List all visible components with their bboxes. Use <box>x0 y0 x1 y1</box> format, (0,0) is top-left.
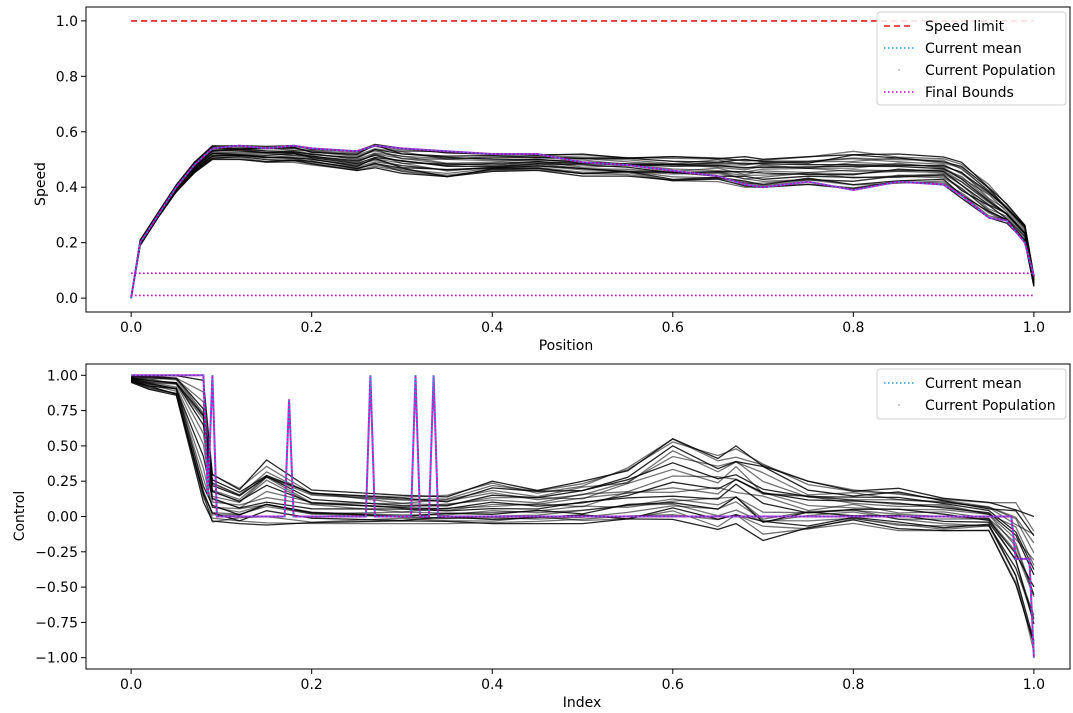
legend-label-current-mean: Current mean <box>925 376 1022 392</box>
x-tick-label: 0.2 <box>301 320 323 336</box>
population-trace <box>131 375 1035 544</box>
x-tick-label: 0.0 <box>120 320 142 336</box>
population-trace <box>130 156 1035 299</box>
population-trace <box>130 143 1035 299</box>
x-tick-label: 0.8 <box>842 677 864 693</box>
control-legend: Current mean Current Population <box>876 368 1067 420</box>
y-tick-label: 0.75 <box>47 404 78 420</box>
current-mean-line <box>131 374 1035 658</box>
bound-curve <box>130 144 1035 299</box>
x-tick-label: 0.4 <box>481 320 503 336</box>
population-trace <box>130 144 1035 299</box>
population-trace <box>130 148 1035 299</box>
legend-swatch-current-population <box>898 69 900 71</box>
speed-x-axis-label: Position <box>539 338 594 354</box>
y-tick-label: 0.4 <box>56 180 78 196</box>
x-tick-label: 0.4 <box>481 677 503 693</box>
y-tick-label: −1.00 <box>35 651 78 667</box>
y-tick-label: 0.0 <box>56 291 78 307</box>
population-trace <box>130 151 1035 299</box>
y-tick-label: 1.0 <box>56 14 78 30</box>
control-panel: 0.0 0.2 0.4 0.6 0.8 1.0 1.00 0.75 0.50 0.25 0.00 −… <box>12 363 1071 711</box>
legend-label-current-population: Current Population <box>925 398 1056 414</box>
population-trace <box>130 154 1035 299</box>
x-tick-label: 1.0 <box>1023 677 1045 693</box>
population-trace <box>130 378 1035 595</box>
population-trace <box>130 380 1035 653</box>
y-tick-label: 0.50 <box>47 439 78 455</box>
legend-label-current-mean: Current mean <box>925 41 1022 57</box>
speed-x-ticks: 0.0 0.2 0.4 0.6 0.8 1.0 <box>120 312 1045 336</box>
population-trace <box>130 380 1035 645</box>
legend-label-speed-limit: Speed limit <box>925 19 1005 35</box>
control-y-ticks: 1.00 0.75 0.50 0.25 0.00 −0.25 −0.50 −0.75 −1.00 <box>35 368 86 667</box>
y-tick-label: 0.25 <box>47 474 78 490</box>
x-tick-label: 0.0 <box>120 677 142 693</box>
speed-legend-box <box>876 11 1067 106</box>
speed-panel: 0.0 0.2 0.4 0.6 0.8 1.0 0.0 0.2 0.4 0.6 0.8 1.0 Po… <box>33 6 1071 354</box>
speed-y-axis-label: Speed <box>33 162 49 206</box>
y-tick-label: 0.00 <box>47 510 78 526</box>
control-plot-area <box>130 374 1035 658</box>
control-y-axis-label: Control <box>12 491 28 542</box>
y-tick-label: −0.50 <box>35 580 78 596</box>
y-tick-label: 0.6 <box>56 125 78 141</box>
legend-swatch-current-population <box>898 404 900 406</box>
x-tick-label: 0.8 <box>842 320 864 336</box>
speed-plot-area <box>130 20 1035 299</box>
y-tick-label: −0.75 <box>35 615 78 631</box>
y-tick-label: 0.2 <box>56 236 78 252</box>
x-tick-label: 0.2 <box>301 677 323 693</box>
population-trace <box>130 379 1035 598</box>
population-trace <box>130 155 1035 299</box>
y-tick-label: −0.25 <box>35 545 78 561</box>
speed-legend: Speed limit Current mean Current Populat… <box>876 11 1067 106</box>
y-tick-label: 0.8 <box>56 69 78 85</box>
legend-label-final-bounds: Final Bounds <box>925 85 1014 101</box>
population-trace <box>130 378 1035 596</box>
population-trace <box>131 377 1035 566</box>
y-tick-label: 1.00 <box>47 368 78 384</box>
legend-label-current-population: Current Population <box>925 63 1056 79</box>
population-trace <box>131 374 1035 518</box>
population-trace <box>130 154 1035 299</box>
control-x-ticks: 0.0 0.2 0.4 0.6 0.8 1.0 <box>120 669 1045 693</box>
x-tick-label: 0.6 <box>662 677 684 693</box>
x-tick-label: 1.0 <box>1023 320 1045 336</box>
control-legend-box <box>876 368 1067 420</box>
speed-y-ticks: 0.0 0.2 0.4 0.6 0.8 1.0 <box>56 14 86 307</box>
control-x-axis-label: Index <box>563 695 602 711</box>
x-tick-label: 0.6 <box>662 320 684 336</box>
